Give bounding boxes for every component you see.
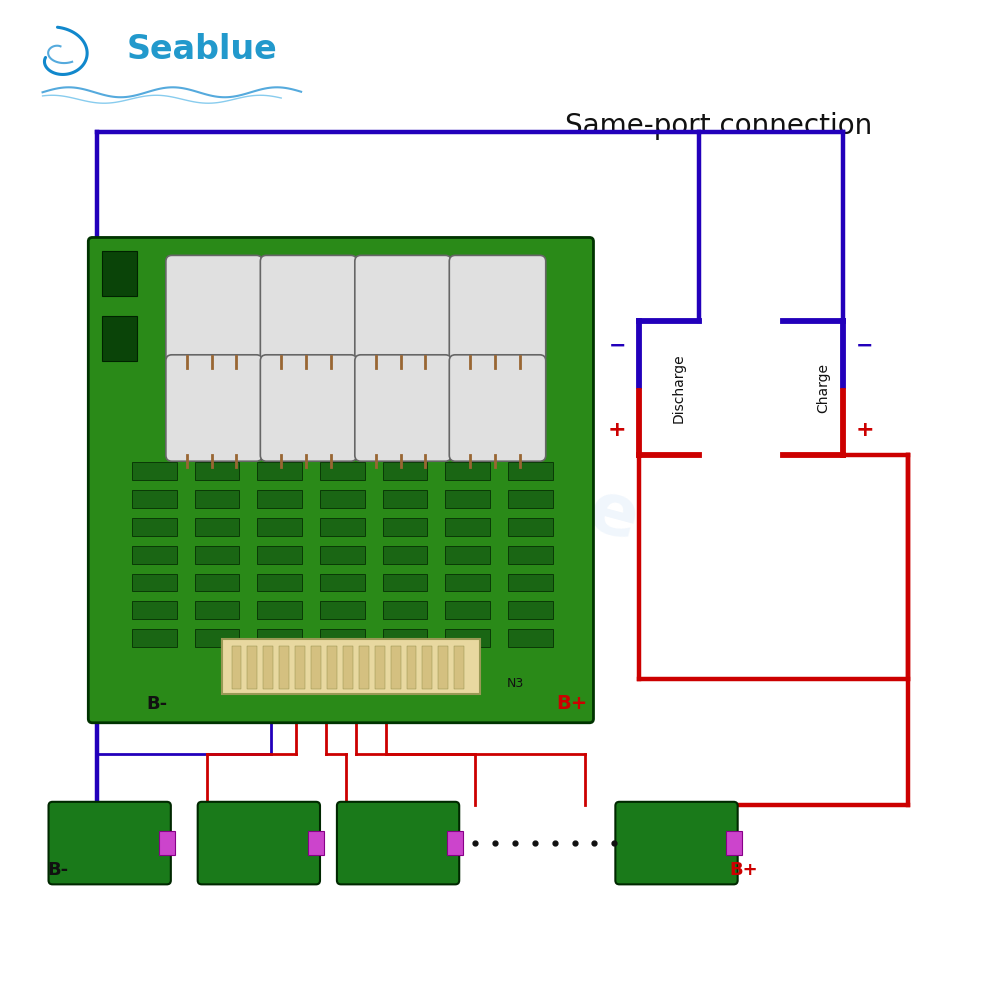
Bar [320,490,365,508]
FancyBboxPatch shape [615,802,738,884]
FancyBboxPatch shape [260,255,357,362]
Bar [257,629,302,647]
Bar [102,316,137,361]
Text: Seablue: Seablue [127,33,278,66]
Bar [195,490,239,508]
Bar [257,490,302,508]
Bar [257,574,302,591]
Bar [383,601,427,619]
Text: Seablue: Seablue [313,404,647,556]
Bar [422,646,432,689]
Bar [391,646,401,689]
Text: +: + [856,420,874,440]
Bar [445,629,490,647]
Bar [308,831,324,855]
Bar [454,646,464,689]
Bar [383,574,427,591]
Bar [132,490,177,508]
Bar [383,518,427,536]
Bar [132,601,177,619]
FancyBboxPatch shape [449,255,546,362]
Bar [132,546,177,564]
Bar [327,646,337,689]
FancyBboxPatch shape [49,802,171,884]
Text: B+: B+ [729,861,758,879]
Text: B-: B- [47,861,68,879]
FancyBboxPatch shape [260,355,357,461]
Bar [508,629,553,647]
Bar [222,639,480,694]
Bar [508,490,553,508]
Bar [257,546,302,564]
Bar [508,601,553,619]
Text: −: − [856,336,874,356]
FancyBboxPatch shape [449,355,546,461]
Bar [257,462,302,480]
Bar [343,646,353,689]
FancyBboxPatch shape [355,255,451,362]
Bar [383,462,427,480]
Bar [445,490,490,508]
Bar [257,518,302,536]
Bar [383,490,427,508]
Bar [247,646,257,689]
Bar [445,546,490,564]
Bar [508,574,553,591]
Bar [159,831,175,855]
Text: Discharge: Discharge [672,353,686,423]
Text: Charge: Charge [816,363,830,413]
Bar [257,601,302,619]
Bar [383,546,427,564]
Bar [445,601,490,619]
Bar [726,831,742,855]
Bar [320,601,365,619]
Bar [375,646,385,689]
Bar [295,646,305,689]
FancyBboxPatch shape [166,255,262,362]
Text: Same-port connection: Same-port connection [565,112,872,140]
Text: B-: B- [146,695,167,713]
Bar [320,518,365,536]
Bar [508,546,553,564]
Bar [195,462,239,480]
Bar [407,646,416,689]
Bar [320,546,365,564]
Bar [445,518,490,536]
FancyBboxPatch shape [166,355,262,461]
Bar [320,574,365,591]
Bar [132,518,177,536]
Bar [195,629,239,647]
Bar [195,574,239,591]
FancyBboxPatch shape [337,802,459,884]
Bar [508,518,553,536]
Bar [102,251,137,296]
Bar [263,646,273,689]
Bar [359,646,369,689]
Bar [232,646,241,689]
FancyBboxPatch shape [88,237,593,723]
FancyBboxPatch shape [198,802,320,884]
Bar [438,646,448,689]
Text: N3: N3 [506,677,524,690]
Bar [195,546,239,564]
Bar [320,629,365,647]
FancyBboxPatch shape [355,355,451,461]
Bar [447,831,463,855]
Bar [132,574,177,591]
Bar [445,574,490,591]
Bar [279,646,289,689]
Bar [132,629,177,647]
Bar [445,462,490,480]
Bar [320,462,365,480]
Bar [311,646,321,689]
Text: +: + [608,420,627,440]
Bar [132,462,177,480]
Bar [508,462,553,480]
Bar [195,601,239,619]
Text: B+: B+ [556,694,587,713]
Bar [383,629,427,647]
Bar [195,518,239,536]
Text: −: − [609,336,626,356]
